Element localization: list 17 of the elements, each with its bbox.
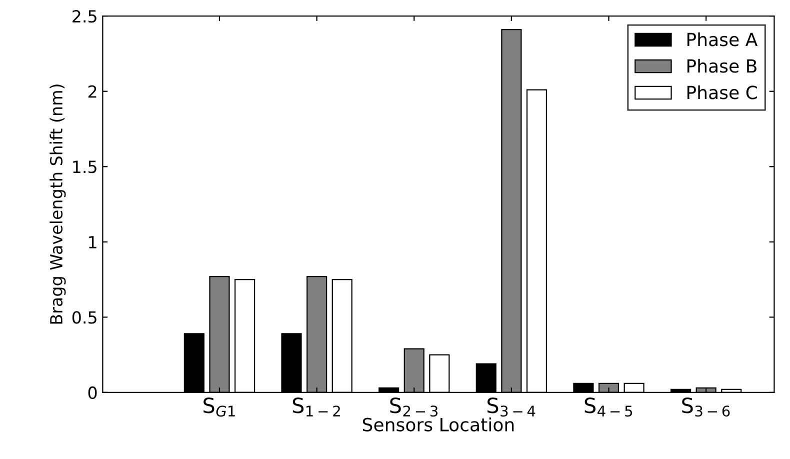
y-tick-label: 1 [89, 236, 96, 248]
y-axis-title: Bragg Wavelength Shift (nm) [50, 84, 66, 324]
x-axis-title: Sensors Location [362, 417, 514, 432]
legend-label: Phase A [687, 32, 758, 46]
x-tick-label: S$_{3−4}$ [488, 398, 536, 417]
x-tick-label: S$_{G1}$ [204, 398, 235, 417]
y-tick-label: 2.5 [72, 10, 96, 23]
x-tick-label: S$_{1−2}$ [292, 398, 340, 416]
y-tick-label: 2 [88, 85, 96, 98]
x-tick-label: S$_{3−6}$ [682, 398, 730, 417]
y-tick-label: 0.5 [72, 311, 96, 324]
y-tick-label: 0 [88, 386, 97, 400]
x-tick-label: S$_{2−3}$ [390, 398, 438, 417]
x-tick-label: S$_{4−5}$ [584, 398, 632, 417]
legend-label: Phase C [687, 85, 757, 100]
legend-label: Phase B [687, 58, 756, 73]
y-tick-label: 1.5 [73, 160, 96, 174]
